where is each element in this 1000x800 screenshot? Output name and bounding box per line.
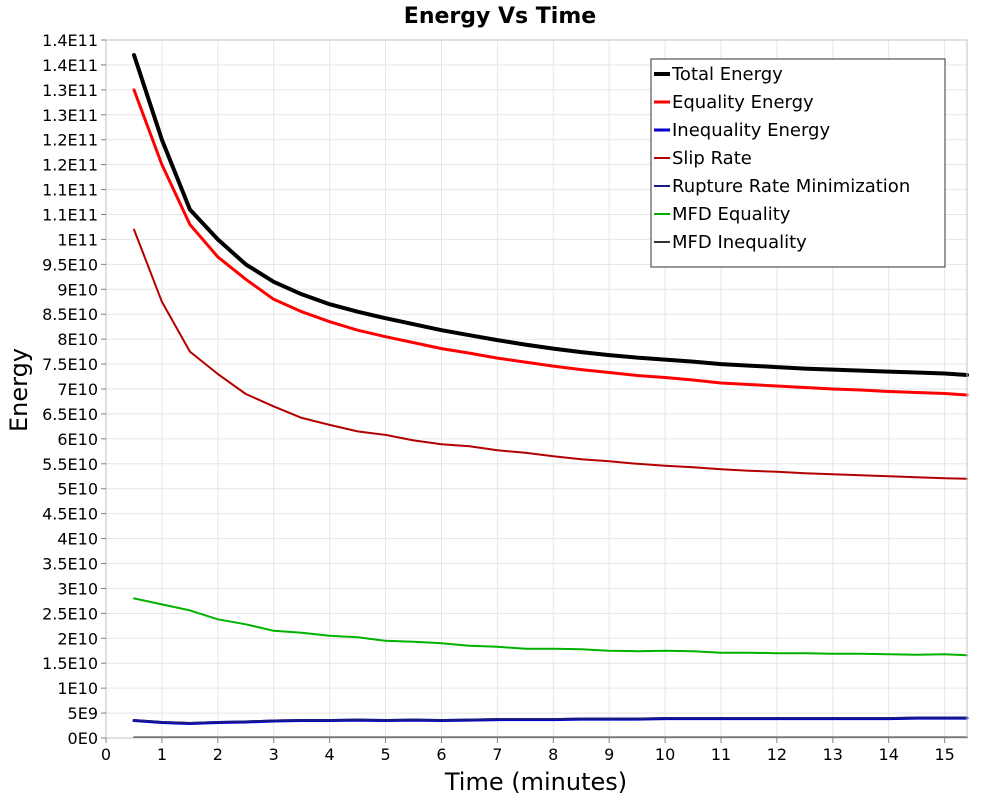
legend-label-inequality-energy: Inequality Energy bbox=[672, 120, 830, 141]
x-axis-title: Time (minutes) bbox=[444, 768, 627, 796]
y-tick-label: 1E10 bbox=[57, 679, 98, 698]
y-tick-label: 1E11 bbox=[57, 230, 98, 249]
x-tick-label: 0 bbox=[101, 745, 111, 764]
y-tick-label: 2.5E10 bbox=[42, 604, 98, 623]
y-tick-label: 4.5E10 bbox=[42, 505, 98, 524]
x-tick-label: 10 bbox=[655, 745, 675, 764]
chart-title: Energy Vs Time bbox=[404, 4, 596, 29]
y-tick-label: 1.2E11 bbox=[42, 131, 98, 150]
y-tick-label: 7E10 bbox=[57, 380, 98, 399]
x-tick-label: 1 bbox=[157, 745, 167, 764]
y-tick-label: 8E10 bbox=[57, 330, 98, 349]
x-tick-label: 4 bbox=[325, 745, 335, 764]
y-tick-label: 1.2E11 bbox=[42, 156, 98, 175]
legend-label-equality-energy: Equality Energy bbox=[672, 92, 814, 113]
y-tick-label: 5E9 bbox=[68, 704, 98, 723]
x-tick-label: 11 bbox=[711, 745, 731, 764]
series-line-rupture-rate-minimization bbox=[133, 716, 968, 724]
legend-box bbox=[650, 58, 946, 268]
y-tick-label: 7.5E10 bbox=[42, 355, 98, 374]
x-tick-label: 9 bbox=[604, 745, 614, 764]
y-tick-label: 5E10 bbox=[57, 480, 98, 499]
y-tick-label: 6.5E10 bbox=[42, 405, 98, 424]
x-tick-label: 15 bbox=[934, 745, 954, 764]
y-tick-label: 6E10 bbox=[57, 430, 98, 449]
x-tick-label: 2 bbox=[213, 745, 223, 764]
y-tick-label: 9.5E10 bbox=[42, 255, 98, 274]
y-axis-title: Energy bbox=[5, 348, 33, 432]
x-tick-label: 6 bbox=[436, 745, 446, 764]
legend-label-slip-rate: Slip Rate bbox=[672, 148, 752, 169]
y-tick-label: 1.1E11 bbox=[42, 181, 98, 200]
series-line-total-energy bbox=[132, 53, 969, 377]
y-tick-label: 1.4E11 bbox=[42, 31, 98, 50]
y-tick-label: 1.5E10 bbox=[42, 654, 98, 673]
x-tick-label: 12 bbox=[767, 745, 787, 764]
y-axis-ticks: 0E0 5E9 1E10 1.5E10 2E10 2.5E10 3E10 3.5E10 4E10… bbox=[42, 31, 106, 748]
x-tick-label: 13 bbox=[823, 745, 843, 764]
x-tick-label: 7 bbox=[492, 745, 502, 764]
y-tick-label: 0E0 bbox=[68, 729, 98, 748]
y-tick-label: 1.3E11 bbox=[42, 81, 98, 100]
legend-label-total-energy: Total Energy bbox=[671, 64, 783, 85]
legend-label-mfd-equality: MFD Equality bbox=[672, 204, 791, 225]
y-tick-label: 9E10 bbox=[57, 280, 98, 299]
series-line-equality-energy bbox=[132, 88, 969, 397]
y-tick-label: 1.1E11 bbox=[42, 206, 98, 225]
y-tick-label: 3.5E10 bbox=[42, 555, 98, 574]
y-tick-label: 1.3E11 bbox=[42, 106, 98, 125]
legend-label-mfd-inequality: MFD Inequality bbox=[672, 232, 807, 253]
x-tick-label: 5 bbox=[380, 745, 390, 764]
y-tick-label: 4E10 bbox=[57, 530, 98, 549]
y-tick-label: 5.5E10 bbox=[42, 455, 98, 474]
legend-label-rupture-rate-minimization: Rupture Rate Minimization bbox=[672, 176, 910, 197]
legend: Total Energy Equality Energy Inequality En… bbox=[650, 58, 946, 268]
x-tick-label: 14 bbox=[879, 745, 899, 764]
series-line-slip-rate bbox=[133, 228, 968, 480]
y-tick-label: 3E10 bbox=[57, 579, 98, 598]
y-tick-label: 2E10 bbox=[57, 629, 98, 648]
y-tick-label: 1.4E11 bbox=[42, 56, 98, 75]
series-line-mfd-equality bbox=[133, 597, 968, 657]
x-axis-ticks: 0 1 2 3 4 5 6 7 8 9 10 11 12 13 14 15 bbox=[101, 738, 955, 764]
x-tick-label: 8 bbox=[548, 745, 558, 764]
y-tick-label: 8.5E10 bbox=[42, 305, 98, 324]
x-tick-label: 3 bbox=[269, 745, 279, 764]
